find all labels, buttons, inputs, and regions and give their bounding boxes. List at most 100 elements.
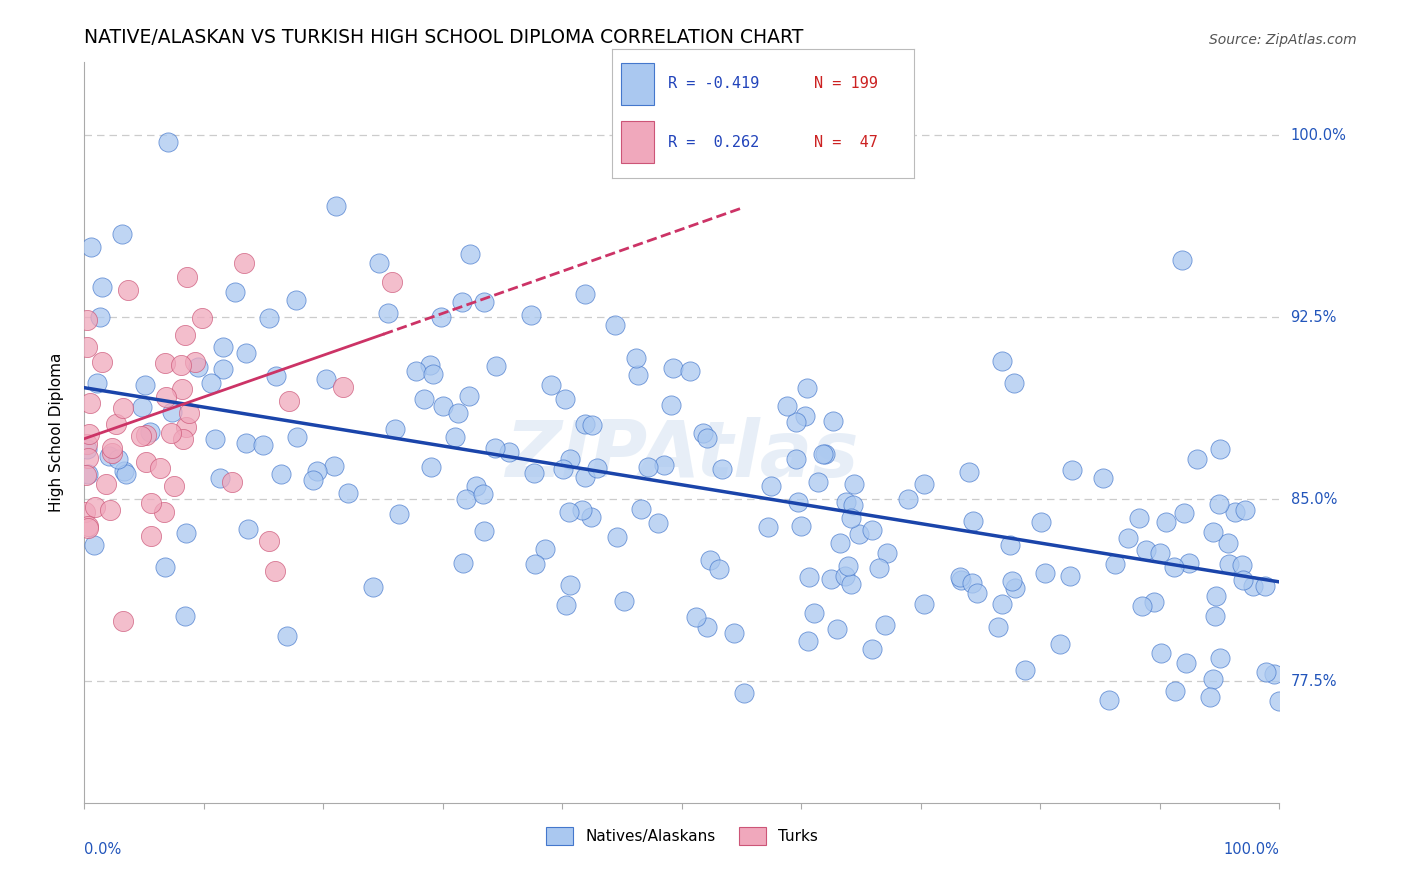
Point [987, 620, 1010, 634]
Point [278, 393, 301, 408]
Point [155, 390, 177, 404]
Point [949, 574, 972, 588]
Point [1202, 524, 1225, 539]
Point [828, 535, 851, 549]
Point [209, 471, 232, 485]
Point [654, 458, 676, 473]
Point [76, 436, 98, 450]
Text: 92.5%: 92.5% [1291, 310, 1337, 325]
Point [990, 597, 1012, 611]
Text: 77.5%: 77.5% [1291, 674, 1337, 689]
Point [98, 502, 121, 516]
Point [464, 478, 486, 492]
Point [129, 429, 152, 443]
Point [624, 351, 647, 365]
Point [238, 522, 260, 536]
Point [377, 305, 399, 319]
Point [450, 294, 472, 309]
Point [456, 491, 478, 506]
Point [498, 444, 520, 458]
Point [785, 451, 807, 466]
Point [94, 477, 117, 491]
Point [685, 610, 707, 624]
Point [104, 417, 127, 431]
Point [797, 570, 820, 584]
Point [172, 432, 194, 446]
Point [813, 447, 835, 461]
Point [474, 295, 496, 310]
Point [160, 404, 183, 418]
Point [83, 538, 105, 552]
Point [384, 422, 406, 436]
Point [77, 467, 100, 482]
Point [98, 449, 121, 463]
Point [155, 559, 177, 574]
Point [554, 599, 576, 613]
Point [862, 523, 884, 537]
Point [960, 575, 983, 590]
Point [835, 494, 858, 508]
Point [759, 479, 782, 493]
Text: 0.0%: 0.0% [84, 842, 121, 856]
Point [613, 593, 636, 607]
Point [1216, 536, 1239, 550]
Point [848, 526, 870, 541]
Point [115, 467, 138, 481]
Point [841, 498, 863, 512]
Point [264, 564, 287, 578]
Point [662, 360, 685, 375]
Point [1234, 503, 1257, 517]
Point [1031, 515, 1053, 529]
Point [100, 442, 122, 456]
Point [560, 452, 582, 467]
Point [776, 399, 799, 413]
Point [111, 614, 134, 628]
Point [820, 572, 842, 586]
Point [86, 376, 108, 390]
Point [149, 461, 172, 475]
Point [912, 597, 935, 611]
Point [1202, 672, 1225, 686]
Point [1149, 546, 1171, 560]
Point [233, 256, 256, 270]
Point [785, 415, 807, 429]
Point [112, 464, 135, 478]
Point [581, 417, 603, 432]
Point [1204, 609, 1226, 624]
Point [176, 269, 198, 284]
Point [200, 376, 222, 390]
Point [89, 310, 111, 324]
Point [647, 516, 669, 530]
Point [1185, 451, 1208, 466]
Text: R =  0.262: R = 0.262 [668, 135, 759, 150]
Point [110, 227, 132, 242]
Point [388, 507, 411, 521]
Point [1254, 665, 1277, 679]
Point [803, 606, 825, 620]
Point [524, 557, 547, 571]
Point [571, 502, 593, 516]
Point [522, 466, 544, 480]
Point [897, 492, 920, 507]
Point [574, 287, 596, 301]
Point [159, 425, 181, 440]
Point [101, 446, 124, 460]
Point [659, 398, 682, 412]
Y-axis label: High School Diploma: High School Diploma [49, 353, 63, 512]
Point [1198, 690, 1220, 704]
Point [794, 409, 817, 423]
Point [1118, 531, 1140, 545]
Point [839, 511, 862, 525]
FancyBboxPatch shape [620, 121, 654, 163]
Point [579, 509, 602, 524]
Point [1014, 663, 1036, 677]
Point [432, 399, 454, 413]
Point [842, 477, 865, 491]
Point [1098, 693, 1121, 707]
Point [1173, 506, 1195, 520]
Point [1004, 581, 1026, 595]
Point [1171, 252, 1194, 267]
Point [797, 633, 820, 648]
Point [472, 487, 495, 501]
Point [860, 641, 883, 656]
